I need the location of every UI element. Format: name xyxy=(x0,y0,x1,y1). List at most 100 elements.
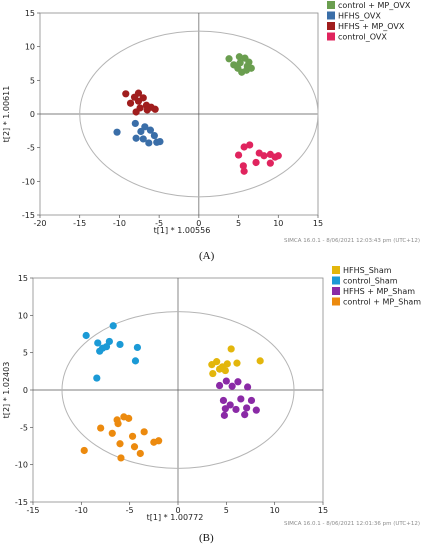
legend-entry: HFHS_Sham xyxy=(343,266,392,275)
confidence-ellipse xyxy=(79,30,319,198)
x-axis-label: t[1] * 1.00556 xyxy=(154,226,211,235)
data-point xyxy=(139,135,147,143)
data-point xyxy=(239,162,247,170)
panel-label-a: (A) xyxy=(199,250,215,262)
data-point xyxy=(130,443,139,451)
data-point xyxy=(126,99,135,107)
y-tick-label: -5 xyxy=(27,144,35,153)
data-point xyxy=(252,406,260,414)
data-point xyxy=(128,432,137,440)
x-tick-label: -20 xyxy=(33,219,46,228)
x-tick-label: 15 xyxy=(313,219,323,228)
data-point xyxy=(221,366,229,375)
data-point xyxy=(244,383,252,391)
legend-swatch xyxy=(327,11,335,20)
x-tick-label: 15 xyxy=(318,506,328,515)
data-point xyxy=(234,151,243,159)
data-point xyxy=(96,347,104,355)
series-3 xyxy=(80,413,163,462)
y-tick-label: 5 xyxy=(23,349,28,358)
data-point xyxy=(140,428,148,436)
data-point xyxy=(252,158,260,167)
x-tick-label: 5 xyxy=(236,219,241,228)
y-tick-label: -15 xyxy=(15,498,28,507)
data-point xyxy=(113,128,121,136)
data-point xyxy=(143,106,151,114)
data-point xyxy=(234,378,242,386)
panel-label-b: (B) xyxy=(199,532,214,544)
data-point xyxy=(131,357,140,365)
series-2 xyxy=(122,89,159,116)
data-point xyxy=(153,138,161,146)
data-point xyxy=(151,105,159,113)
series-1 xyxy=(82,322,141,382)
data-point xyxy=(227,345,235,353)
legend-swatch xyxy=(327,32,335,41)
x-tick-label: -10 xyxy=(113,219,126,228)
x-tick-label: 10 xyxy=(270,506,280,515)
data-point xyxy=(145,139,153,147)
legend-swatch xyxy=(332,297,340,306)
legend-entry: control_OVX xyxy=(338,33,387,42)
data-point xyxy=(209,369,217,378)
data-point xyxy=(274,152,282,160)
data-point xyxy=(247,396,256,405)
data-point xyxy=(136,449,144,458)
legend-entry: HFHS + MP_OVX xyxy=(338,22,405,31)
x-tick-label: -5 xyxy=(155,219,163,228)
legend-swatch xyxy=(327,1,335,9)
data-point xyxy=(80,446,88,455)
x-tick-label: -15 xyxy=(26,506,39,515)
data-point xyxy=(232,405,240,414)
data-point xyxy=(109,322,117,330)
data-point xyxy=(225,55,233,63)
data-point xyxy=(146,126,155,134)
data-point xyxy=(82,331,90,340)
data-point xyxy=(223,360,231,368)
series-3 xyxy=(234,141,282,175)
legend-entry: control_Sham xyxy=(343,277,398,286)
y-tick-label: 15 xyxy=(25,9,35,18)
data-point xyxy=(137,127,145,136)
data-point xyxy=(243,404,251,412)
y-tick-label: -5 xyxy=(20,423,28,432)
data-point xyxy=(260,152,268,160)
legend-entry: HFHS_OVX xyxy=(338,12,381,21)
data-point xyxy=(233,359,241,367)
y-tick-label: 0 xyxy=(30,110,35,119)
data-point xyxy=(219,396,228,405)
legend-entry: control + MP_OVX xyxy=(338,1,411,10)
x-tick-label: -10 xyxy=(75,506,88,515)
chart-panel-b: -15 -10 -5 0 5 10 15 -15 -10 -5 0 5 10 15 t[1] * 1.007… xyxy=(2,266,421,527)
data-point xyxy=(236,59,244,67)
legend-swatch xyxy=(332,287,340,295)
confidence-ellipse xyxy=(61,311,295,469)
data-point xyxy=(266,159,274,167)
data-point xyxy=(141,123,149,131)
data-point xyxy=(243,62,251,70)
data-point xyxy=(215,381,224,390)
y-tick-label: -10 xyxy=(22,177,35,186)
series-0 xyxy=(208,345,264,378)
y-tick-label: -10 xyxy=(15,461,28,470)
series-1 xyxy=(113,119,164,147)
data-point xyxy=(213,358,221,366)
data-point xyxy=(139,94,147,102)
legend-entry: control + MP_Sham xyxy=(343,298,421,307)
data-point xyxy=(116,440,124,448)
data-point xyxy=(240,167,248,175)
x-tick-label: 0 xyxy=(196,219,201,228)
series-0 xyxy=(225,53,255,76)
data-point xyxy=(150,131,158,140)
data-point xyxy=(132,134,140,142)
legend-swatch xyxy=(332,276,340,285)
data-point xyxy=(228,382,236,390)
data-point xyxy=(102,343,111,351)
software-footer: SIMCA 16.0.1 - 8/06/2021 12:01:36 pm (UT… xyxy=(284,521,420,527)
x-tick-label: 5 xyxy=(224,506,229,515)
data-point xyxy=(134,89,143,97)
data-point xyxy=(237,395,245,403)
data-point xyxy=(136,104,144,112)
